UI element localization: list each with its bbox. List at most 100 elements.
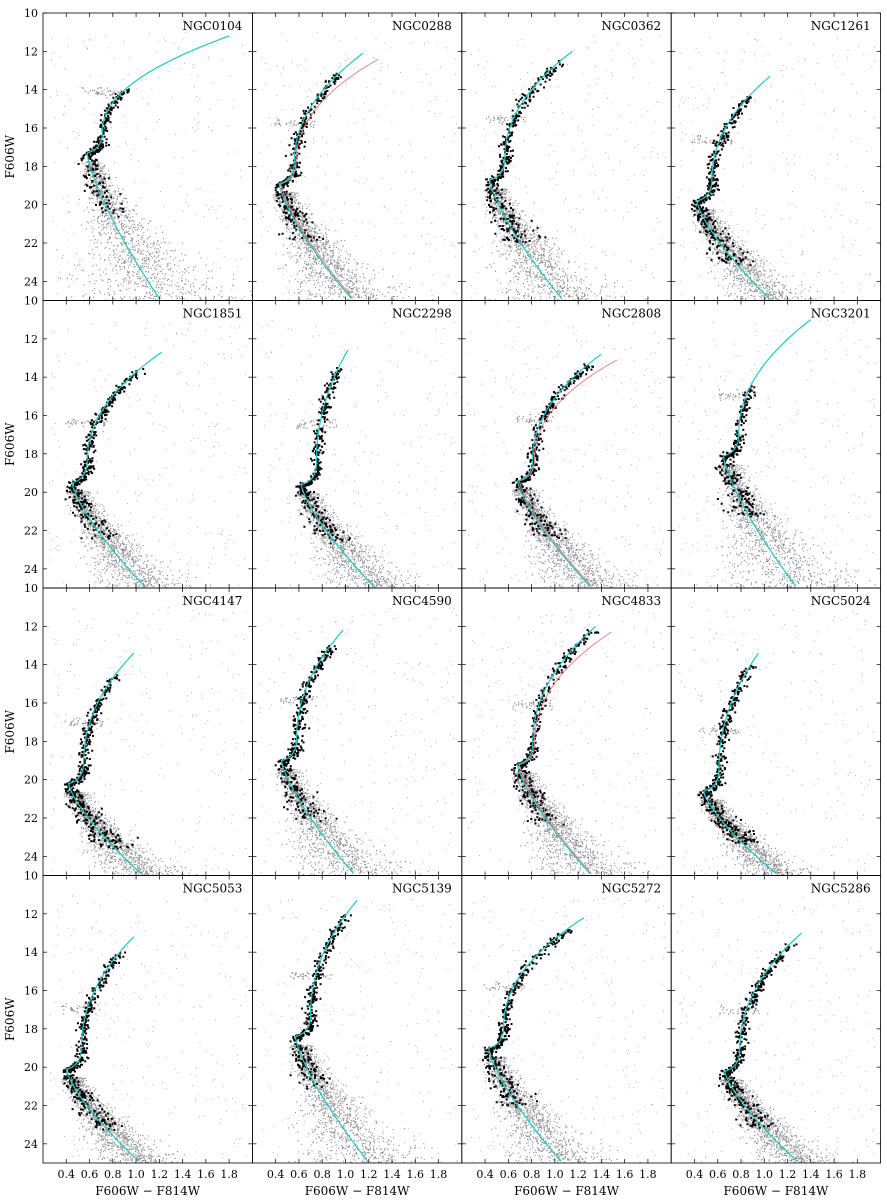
field-stars (258, 320, 457, 588)
panel-title: NGC5139 (392, 882, 452, 896)
isochrone-line (696, 75, 771, 300)
panel-frame (42, 875, 253, 1164)
field-stars (677, 319, 876, 588)
plot-area (260, 896, 458, 1163)
panel-title: NGC2808 (601, 307, 661, 321)
plot-area (467, 320, 665, 588)
x-tick-label: 1.0 (127, 1168, 145, 1181)
panel-frame (461, 587, 672, 876)
isochrone-line (489, 50, 573, 299)
field-stars (677, 32, 876, 301)
y-axis-label: F606W (3, 134, 17, 178)
y-tick-label: 10 (24, 870, 38, 883)
x-tick-label: 1.6 (407, 1168, 425, 1181)
x-tick-label: 0.4 (476, 1168, 494, 1181)
panel-frame (251, 587, 463, 876)
x-tick-label: 1.4 (383, 1168, 401, 1181)
fiducial-stars (294, 367, 351, 545)
panel-ngc1851: NGC1851 10 12 14 16 18 20 22 24 F606W (3, 295, 253, 589)
x-tick-label: 1.0 (337, 1168, 355, 1181)
x-tick-label: 0.4 (686, 1168, 704, 1181)
x-tick-label: 0.4 (58, 1168, 76, 1181)
panel-title: NGC4590 (392, 594, 452, 608)
x-axis-label: F606W − F814W (723, 1184, 828, 1198)
x-tick-label: 0.8 (523, 1168, 541, 1181)
field-stars (258, 607, 457, 876)
y-tick-label: 20 (24, 199, 38, 212)
plot-area (258, 607, 457, 876)
plot-area (469, 895, 666, 1163)
x-tick-label: 1.4 (802, 1168, 820, 1181)
y-tick-label: 22 (24, 237, 38, 250)
plot-area (258, 320, 457, 588)
plot-area (470, 35, 667, 301)
x-tick-label: 0.6 (500, 1168, 518, 1181)
panel-frame (670, 587, 882, 876)
y-axis-label: F606W (3, 709, 17, 753)
y-axis-label: F606W (3, 422, 17, 466)
field-stars (50, 32, 253, 301)
panel-title: NGC1851 (183, 307, 243, 321)
plot-area (50, 894, 248, 1163)
isochrone-line (280, 629, 355, 874)
panel-title: NGC3201 (811, 307, 871, 321)
plot-area (677, 32, 876, 301)
x-tick-label: 1.8 (639, 1168, 657, 1181)
y-tick-label: 18 (24, 1023, 38, 1036)
panel-ngc2298: NGC2298 (251, 300, 463, 589)
panel-frame (42, 12, 253, 301)
isochrone-line (723, 932, 802, 1162)
y-tick-label: 24 (24, 275, 38, 288)
panel-ngc3201: NGC3201 (670, 300, 882, 589)
panel-title: NGC5286 (811, 882, 871, 896)
plot-area (48, 321, 247, 588)
field-stars (469, 895, 666, 1163)
y-tick-label: 14 (24, 84, 38, 97)
fiducial-stars (690, 96, 755, 267)
field-stars (467, 320, 665, 588)
isochrone-line (722, 319, 812, 587)
fiducial-stars (718, 943, 798, 1129)
y-tick-label: 12 (24, 908, 38, 921)
plot-area (678, 607, 874, 876)
panel-frame (42, 300, 253, 589)
x-tick-label: 1.2 (779, 1168, 797, 1181)
panel-ngc4147: NGC4147 10 12 14 16 18 20 22 24 F606W (3, 582, 253, 876)
fiducial-stars (714, 385, 765, 518)
x-tick-label: 0.6 (709, 1168, 727, 1181)
plot-area (677, 896, 875, 1163)
x-axis-label: F606W − F814W (514, 1184, 619, 1198)
y-tick-label: 16 (24, 697, 38, 710)
y-tick-label: 24 (24, 1138, 38, 1151)
panel-frame (670, 12, 882, 301)
panel-ngc0362: NGC0362 (461, 12, 672, 301)
isochrone-line (703, 652, 777, 875)
x-tick-label: 0.6 (290, 1168, 308, 1181)
plot-area (50, 32, 253, 301)
fiducial-stars (63, 674, 139, 850)
fiducial-stars (511, 363, 594, 540)
panel-title: NGC2298 (392, 307, 452, 321)
panel-ngc0104: NGC0104 10 12 14 16 18 20 22 24 F606W (3, 7, 253, 301)
isochrone-line (86, 35, 230, 299)
isochrone-line (278, 52, 364, 299)
y-tick-label: 16 (24, 410, 38, 423)
fiducial-stars (485, 60, 564, 244)
y-tick-label: 20 (24, 1061, 38, 1074)
plot-area (467, 609, 666, 876)
panel-ngc5024: NGC5024 (670, 587, 882, 876)
panel-ngc4833: NGC4833 (461, 587, 672, 876)
panel-frame (461, 875, 672, 1164)
panel-title: NGC4147 (183, 594, 243, 608)
x-tick-label: 1.8 (220, 1168, 238, 1181)
panel-grid: NGC0104 10 12 14 16 18 20 22 24 F606W NGC0288 NGC03… (3, 7, 882, 1198)
plot-area (48, 607, 247, 876)
field-stars (260, 896, 458, 1163)
isochrone-line (300, 349, 374, 587)
panel-ngc5053: NGC5053 10 12 14 16 18 20 22 24 F606W 0.4 0.6 0.8 1.0… (3, 870, 253, 1198)
fiducial-stars (289, 914, 352, 1090)
x-tick-label: 1.0 (756, 1168, 774, 1181)
y-axis-label: F606W (3, 997, 17, 1041)
y-tick-label: 16 (24, 122, 38, 135)
